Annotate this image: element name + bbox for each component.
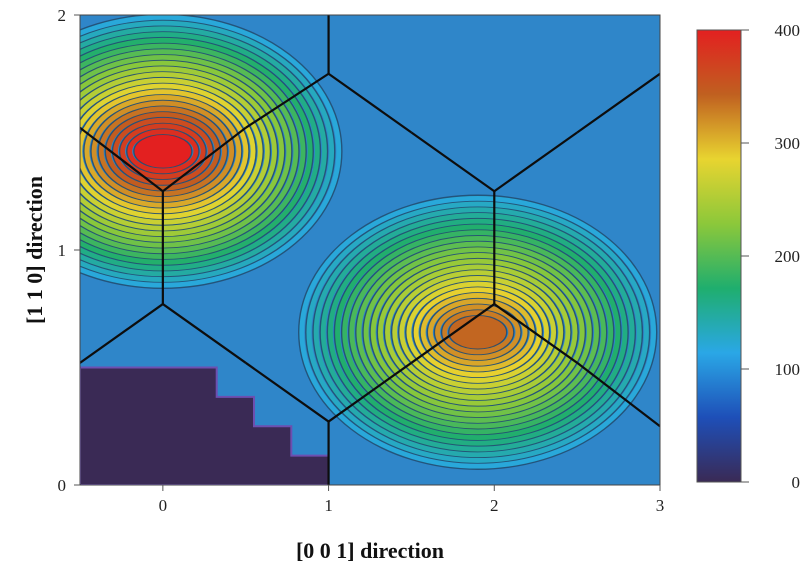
zone-boundary-segment (162, 303, 247, 364)
contour-ring-edge (333, 223, 622, 442)
contour-ring-edge (405, 280, 551, 385)
zone-boundary-segment (80, 126, 164, 193)
colorbar-tick-label: 300 (775, 134, 801, 153)
low-region-shape (80, 366, 330, 485)
zone-boundary-segment (245, 72, 330, 129)
colorbar-tick-label: 400 (775, 21, 801, 40)
contour-ring (384, 264, 571, 401)
contour-ring (413, 287, 542, 378)
zone-boundary-segment (576, 72, 660, 134)
contour-ring (349, 235, 607, 429)
zone-boundary-lines (80, 15, 660, 485)
contour-ring-edge (133, 133, 193, 170)
contour-ring-edge (118, 122, 207, 181)
contour-ring (120, 123, 206, 180)
zone-boundary-segment (410, 131, 495, 193)
colorbar: 0 100 200 300 400 (696, 21, 800, 492)
zone-boundary-segment (327, 361, 413, 423)
contour-ring (134, 134, 192, 168)
y-tick-label: 1 (58, 241, 67, 260)
colorbar-ticks: 0 100 200 300 400 (741, 21, 800, 492)
x-axis: 0 1 2 3 (159, 485, 665, 515)
contour-ring (105, 111, 220, 191)
contour-ring-edge (326, 217, 629, 448)
contour-ring (313, 207, 642, 458)
zone-boundary-segment (327, 72, 413, 134)
contour-ring (112, 117, 213, 185)
contour-ring-edge (312, 205, 644, 459)
contour-ring-edge (319, 211, 637, 453)
contour-ring (370, 252, 585, 412)
contour-ring-edge (305, 200, 651, 465)
contour-ring (356, 241, 600, 424)
y-tick-label: 0 (58, 476, 67, 495)
zone-boundary-segment (245, 361, 330, 423)
peak-core (138, 139, 187, 164)
contour-ring-edge (383, 263, 572, 402)
y-tick-label: 2 (58, 6, 67, 25)
contour-ring (377, 258, 578, 406)
contour-ring-edge (340, 228, 615, 436)
contour-ring (320, 212, 635, 452)
contour-ring-edge (426, 297, 529, 368)
contour-ring-edge (355, 240, 601, 425)
contour-ring-edge (412, 285, 544, 379)
contour-ring (306, 201, 650, 464)
contour-ring-edge (398, 274, 558, 390)
zone-boundary-segment (493, 303, 578, 364)
x-tick-label: 3 (656, 496, 665, 515)
y-axis-label: [1 1 0] direction (22, 176, 47, 324)
zone-boundary-segment (162, 126, 247, 193)
contour-ring (327, 218, 628, 446)
y-axis: 0 1 2 (58, 6, 80, 495)
x-axis-label: [0 0 1] direction (296, 538, 444, 563)
contour-ring (427, 298, 528, 366)
zone-boundary-segment (576, 361, 660, 428)
contour-ring-edge (126, 127, 200, 175)
contour-ring (299, 195, 657, 469)
contour-ring (442, 310, 514, 355)
x-tick-label: 2 (490, 496, 499, 515)
low-value-region (80, 366, 330, 485)
contour-ring (449, 315, 507, 349)
colorbar-tick-label: 200 (775, 247, 801, 266)
zone-boundary-segment (493, 131, 578, 193)
plot-area (79, 14, 661, 486)
contour-ring-edge (348, 234, 608, 430)
colorbar-gradient (696, 29, 742, 483)
peak-core (453, 320, 502, 345)
contour-ring (127, 129, 199, 174)
contour-ring (406, 281, 550, 384)
contour-ring-edge (369, 251, 587, 413)
contour-ring (342, 230, 614, 435)
contour-ring (363, 247, 592, 418)
contour-ring (334, 224, 621, 441)
zone-boundary-segment (410, 303, 495, 364)
colorbar-tick-label: 100 (775, 360, 801, 379)
colorbar-tick-label: 0 (792, 473, 801, 492)
x-tick-label: 0 (159, 496, 168, 515)
contour-ring-edge (362, 245, 594, 419)
contour-ring-edge (440, 308, 515, 356)
contour-ring (434, 304, 521, 361)
contour-ring-edge (433, 303, 522, 362)
contour-ring-edge (376, 257, 579, 408)
contour-ring (392, 270, 564, 395)
contour-ring-edge (298, 194, 658, 470)
contour-ring-edge (390, 268, 565, 396)
contour-ring (399, 275, 557, 389)
zone-boundary-segment (80, 303, 164, 364)
x-tick-label: 1 (324, 496, 333, 515)
